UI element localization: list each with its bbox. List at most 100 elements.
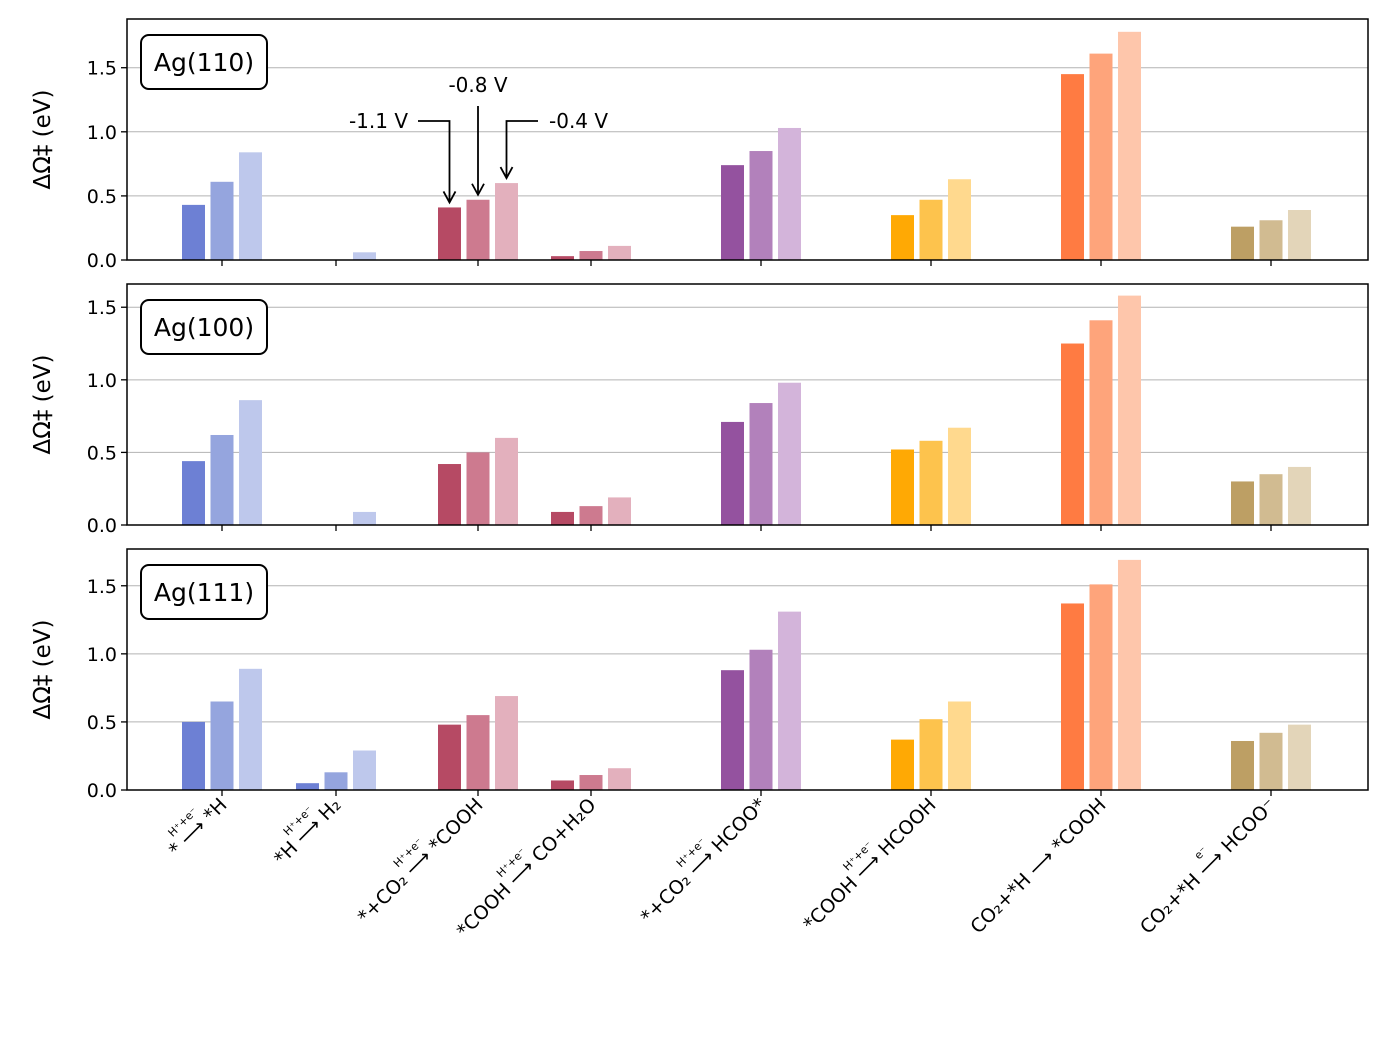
bar-c7-1 <box>1089 320 1113 525</box>
category-lhs: *COOH <box>453 875 520 942</box>
y-tick-label: 1.0 <box>87 644 117 666</box>
bar-c4-0 <box>551 780 574 790</box>
category-lhs: CO₂+*H <box>966 865 1039 938</box>
annotation-label-2: -0.8 V <box>448 73 507 97</box>
bar-c1-1 <box>210 434 234 525</box>
bar-c6-2 <box>948 427 971 525</box>
category-rhs: HCOOH <box>870 794 941 865</box>
bar-c7-0 <box>1061 343 1084 525</box>
bar-c3-1 <box>466 452 490 525</box>
bar-c2-2 <box>353 252 376 260</box>
bar-c8-2 <box>1288 466 1311 525</box>
bar-c8-0 <box>1231 740 1254 790</box>
category-label-text: CO₂+*H ⟶ *COOH <box>966 794 1110 938</box>
category-labels: * ⟶ *HH⁺+e⁻ *H ⟶ H₂H⁺+e⁻*+CO₂ ⟶ *COOHH⁺+e… <box>165 794 1281 942</box>
bar-c5-2 <box>778 127 801 260</box>
bar-c5-2 <box>778 382 801 525</box>
y-tick-label: 0.0 <box>87 515 117 537</box>
bar-c3-0 <box>438 207 461 260</box>
bar-c1-2 <box>239 400 262 525</box>
category-label-text: *COOH ⟶ HCOOH <box>799 794 940 935</box>
bar-c1-2 <box>239 152 262 260</box>
annotation-label-3: -0.4 V <box>549 109 608 133</box>
bar-c4-1 <box>579 251 603 260</box>
category-label-text: *+CO₂ ⟶ *COOH <box>353 794 487 928</box>
bar-c5-1 <box>749 649 773 790</box>
panels: 0.0 0.5 1.0 1.5 ΔΩ‡ (eV) Ag(110) 0.0 0.5 1.0 1.5 Δ… <box>30 18 1369 802</box>
panel-label: Ag(100) <box>154 313 254 342</box>
category-rhs: *COOH <box>420 794 487 861</box>
bar-c2-2 <box>353 511 376 525</box>
category-label-text: *+CO₂ ⟶ HCOO* <box>636 794 770 928</box>
bar-c3-0 <box>438 724 461 790</box>
annotation-arrow-3 <box>505 120 538 179</box>
bar-c1-0 <box>182 204 205 260</box>
category-label-c8: CO₂+*H ⟶ HCOO⁻e⁻ <box>1136 794 1281 939</box>
bar-c1-0 <box>182 461 205 525</box>
panel-ag111: 0.0 0.5 1.0 1.5 ΔΩ‡ (eV) Ag(111) <box>30 548 1369 802</box>
bar-c5-0 <box>721 670 744 790</box>
y-tick-label: 1.0 <box>87 370 117 392</box>
category-label-c7: CO₂+*H ⟶ *COOH <box>966 794 1110 938</box>
panel-ag110: 0.0 0.5 1.0 1.5 ΔΩ‡ (eV) Ag(110) <box>30 18 1369 272</box>
bar-c4-1 <box>579 506 603 525</box>
bar-c2-2 <box>353 750 376 790</box>
category-label-text: CO₂+*H ⟶ HCOO⁻ <box>1136 794 1281 939</box>
potential-annotations: -1.1 V -0.8 V -0.4 V <box>349 73 608 205</box>
y-tick-label: 0.0 <box>87 250 117 272</box>
bar-c4-0 <box>551 256 574 260</box>
axes-frame <box>126 548 1369 791</box>
bar-c4-2 <box>608 245 631 260</box>
bar-c6-0 <box>891 215 914 260</box>
panel-label-box <box>140 34 268 90</box>
bar-c4-1 <box>579 775 603 790</box>
bar-c5-0 <box>721 165 744 260</box>
y-axis-label: ΔΩ‡ (eV) <box>30 620 56 720</box>
bar-c7-2 <box>1118 559 1141 790</box>
bar-c3-2 <box>495 696 518 790</box>
bar-c5-0 <box>721 421 744 525</box>
bar-c7-2 <box>1118 295 1141 525</box>
bar-c7-0 <box>1061 603 1084 790</box>
panel-ag100: 0.0 0.5 1.0 1.5 ΔΩ‡ (eV) Ag(100) <box>30 283 1369 537</box>
panel-label-box <box>140 564 268 620</box>
category-lhs: CO₂+*H <box>1136 865 1209 938</box>
bar-c7-2 <box>1118 31 1141 260</box>
category-lhs: *+CO₂ <box>353 865 416 928</box>
bar-c3-1 <box>466 199 490 260</box>
bar-c6-1 <box>919 199 943 260</box>
bar-c4-2 <box>608 497 631 525</box>
category-label-c1: * ⟶ *HH⁺+e⁻ <box>165 794 232 861</box>
bar-c8-0 <box>1231 226 1254 260</box>
bar-c8-2 <box>1288 724 1311 790</box>
bar-c4-0 <box>551 511 574 525</box>
bar-c5-1 <box>749 403 773 525</box>
panel-label-box <box>140 299 268 355</box>
y-tick-label: 0.5 <box>87 712 117 734</box>
bar-c6-1 <box>919 440 943 525</box>
bar-c8-0 <box>1231 481 1254 525</box>
bar-c6-0 <box>891 449 914 525</box>
bar-c8-1 <box>1259 474 1283 525</box>
annotation-arrow-1 <box>418 120 451 203</box>
y-axis-label: ΔΩ‡ (eV) <box>30 355 56 455</box>
bar-c6-2 <box>948 179 971 260</box>
panel-label: Ag(111) <box>154 578 254 607</box>
category-lhs: *+CO₂ <box>636 865 699 928</box>
bar-c6-2 <box>948 701 971 790</box>
bar-c1-1 <box>210 701 234 790</box>
category-lhs: *COOH <box>799 868 866 935</box>
category-label-c2: *H ⟶ H₂H⁺+e⁻ <box>270 794 346 870</box>
panel-label: Ag(110) <box>154 48 254 77</box>
bar-c1-0 <box>182 721 205 790</box>
y-tick-label: 1.0 <box>87 122 117 144</box>
y-tick-label: 0.0 <box>87 780 117 802</box>
y-tick-label: 1.5 <box>87 576 117 598</box>
y-tick-label: 0.5 <box>87 186 117 208</box>
annotation-arrowhead-1 <box>442 191 457 205</box>
bar-c3-2 <box>495 183 518 260</box>
bar-c8-1 <box>1259 220 1283 260</box>
annotation-arrowhead-2 <box>471 183 485 197</box>
bar-c3-2 <box>495 437 518 525</box>
